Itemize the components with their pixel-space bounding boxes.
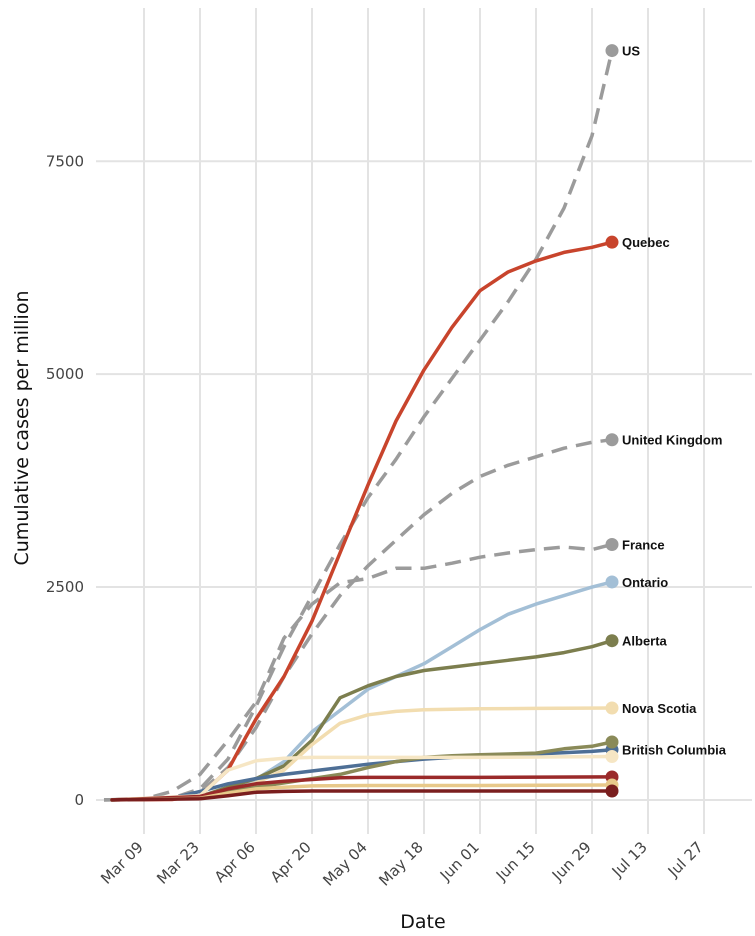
series-end-point xyxy=(605,750,619,764)
series-end-point xyxy=(605,701,619,715)
series-end-point xyxy=(605,575,619,589)
series-end-point xyxy=(605,735,619,749)
y-tick-label: 5000 xyxy=(46,365,84,383)
x-tick-label: Jun 01 xyxy=(436,838,483,885)
series-line-unlabeled-12 xyxy=(110,789,614,802)
series-end-point xyxy=(605,634,619,648)
series-label: France xyxy=(622,537,665,552)
x-tick-label: Jun 15 xyxy=(492,838,539,885)
x-tick-label: Mar 09 xyxy=(97,838,147,888)
series-end-point xyxy=(605,433,619,447)
x-tick-label: Apr 20 xyxy=(267,838,315,886)
x-axis-title: Date xyxy=(400,911,445,933)
y-tick-label: 2500 xyxy=(46,578,84,596)
series-end-point xyxy=(605,784,619,798)
x-tick-label: Jul 13 xyxy=(608,838,651,881)
series-label: United Kingdom xyxy=(622,433,722,448)
y-tick-label: 7500 xyxy=(46,152,84,170)
y-axis-title: Cumulative cases per million xyxy=(11,291,33,566)
series-label: British Columbia xyxy=(622,743,727,758)
series-label: US xyxy=(622,44,640,59)
series-label: Nova Scotia xyxy=(622,701,697,716)
series-end-point xyxy=(605,44,619,58)
grid-layer xyxy=(96,8,752,834)
x-tick-label: Mar 23 xyxy=(153,838,203,888)
x-tick-label: Jun 29 xyxy=(548,838,595,885)
series-label: Alberta xyxy=(622,634,668,649)
y-tick-label: 0 xyxy=(74,791,84,809)
series-label: Ontario xyxy=(622,575,668,590)
series-line-france xyxy=(103,542,613,802)
series-line-unlabeled-9 xyxy=(110,754,614,802)
label-layer: US United Kingdom France Quebec Ontario Alber… xyxy=(605,44,727,798)
series-line-unlabeled-10 xyxy=(110,775,614,802)
series-end-point xyxy=(605,235,619,249)
x-tick-label: Apr 06 xyxy=(211,838,259,886)
series-line-united-kingdom xyxy=(103,437,613,802)
series-end-point xyxy=(605,537,619,551)
series-layer xyxy=(103,50,614,802)
x-tick-label: May 04 xyxy=(319,838,371,890)
x-tick-label: Jul 27 xyxy=(664,838,707,881)
series-label: Quebec xyxy=(622,235,670,250)
x-tick-label: May 18 xyxy=(375,838,427,890)
